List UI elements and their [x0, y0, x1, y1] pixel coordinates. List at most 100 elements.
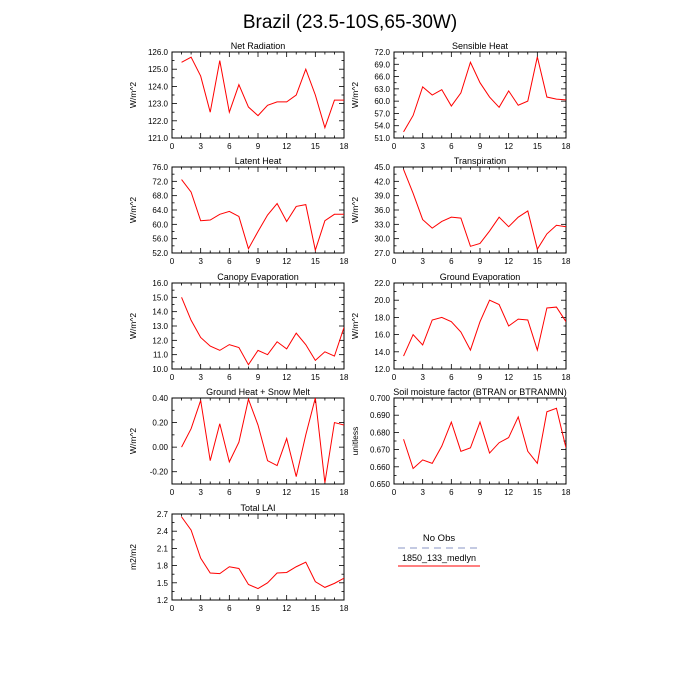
- y-tick-label: 76.0: [152, 163, 168, 172]
- x-tick-label: 18: [562, 488, 571, 497]
- y-axis-label: W/m^2: [350, 313, 360, 339]
- y-tick-label: 39.0: [374, 192, 390, 201]
- panel-soil-moisture-factor-btran-or-btranmn: Soil moisture factor (BTRAN or BTRANMN)0…: [350, 387, 571, 497]
- x-tick-label: 12: [282, 488, 291, 497]
- x-tick-label: 15: [311, 488, 320, 497]
- x-tick-label: 9: [256, 257, 261, 266]
- y-tick-label: 64.0: [152, 206, 168, 215]
- x-tick-label: 12: [504, 488, 513, 497]
- plot-frame: [393, 282, 567, 370]
- y-tick-label: 0.700: [370, 394, 391, 403]
- x-tick-label: 3: [420, 142, 425, 151]
- y-tick-label: 63.0: [374, 85, 390, 94]
- panel-title: Total LAI: [240, 503, 275, 513]
- x-tick-label: 9: [478, 488, 483, 497]
- y-tick-label: 124.0: [148, 82, 169, 91]
- series-line-1850-133-medlyn: [181, 56, 344, 130]
- panel-net-radiation: Net Radiation 0 3 6 9 12 15 18 121.0 122.0 123.0 12…: [128, 41, 349, 151]
- y-tick-label: 0.20: [152, 419, 168, 428]
- x-tick-label: 6: [449, 373, 454, 382]
- x-tick-label: 9: [256, 604, 261, 613]
- y-tick-label: 60.0: [374, 97, 390, 106]
- y-axis-label: m2/m2: [128, 544, 138, 570]
- x-tick-label: 12: [282, 142, 291, 151]
- y-tick-label: 69.0: [374, 60, 390, 69]
- y-tick-label: 54.0: [374, 122, 390, 131]
- x-tick-label: 15: [311, 257, 320, 266]
- panel-title: Ground Evaporation: [440, 272, 521, 282]
- x-tick-label: 9: [256, 373, 261, 382]
- x-tick-label: 6: [449, 488, 454, 497]
- x-tick-label: 0: [170, 604, 175, 613]
- y-tick-label: 2.1: [157, 544, 169, 553]
- panel-transpiration: Transpiration 0 3 6 9 12 15 18 27.0 30.0 33.0 36.0 3…: [350, 156, 571, 266]
- y-tick-label: 15.0: [152, 293, 168, 302]
- y-tick-label: 121.0: [148, 134, 169, 143]
- panel-title: Soil moisture factor (BTRAN or BTRANMN): [393, 387, 567, 397]
- x-tick-label: 6: [227, 142, 232, 151]
- y-tick-label: 11.0: [153, 351, 169, 360]
- x-tick-label: 0: [392, 142, 397, 151]
- panel-title: Sensible Heat: [452, 41, 509, 51]
- series-line-1850-133-medlyn: [181, 297, 344, 366]
- x-tick-label: 12: [504, 257, 513, 266]
- y-tick-label: 51.0: [374, 134, 390, 143]
- panel-title: Latent Heat: [235, 156, 282, 166]
- series-line-1850-133-medlyn: [181, 398, 344, 483]
- y-tick-label: 0.650: [370, 480, 391, 489]
- y-tick-label: 57.0: [374, 109, 390, 118]
- x-tick-label: 3: [198, 142, 203, 151]
- y-tick-label: 66.0: [374, 73, 390, 82]
- x-tick-label: 18: [340, 488, 349, 497]
- y-axis-label: W/m^2: [128, 82, 138, 108]
- x-tick-label: 6: [227, 373, 232, 382]
- x-tick-label: 15: [533, 142, 542, 151]
- y-tick-label: 126.0: [148, 48, 169, 57]
- x-tick-label: 3: [420, 373, 425, 382]
- series-line-1850-133-medlyn: [403, 169, 566, 251]
- y-tick-label: 16.0: [374, 331, 390, 340]
- y-tick-label: 14.0: [152, 308, 168, 317]
- y-tick-label: 18.0: [374, 313, 390, 322]
- legend: No Obs 1850_133_medlyn: [398, 533, 480, 567]
- x-tick-label: 18: [340, 373, 349, 382]
- y-tick-label: 16.0: [152, 279, 168, 288]
- x-tick-label: 9: [478, 142, 483, 151]
- y-tick-label: 2.7: [157, 510, 169, 519]
- series-line-1850-133-medlyn: [181, 516, 344, 590]
- panel-title: Transpiration: [454, 156, 506, 166]
- x-tick-label: 18: [562, 142, 571, 151]
- x-tick-label: 9: [478, 257, 483, 266]
- y-tick-label: 45.0: [374, 163, 390, 172]
- y-tick-label: 42.0: [374, 177, 390, 186]
- x-tick-label: 3: [198, 373, 203, 382]
- panel-ground-heat-snow-melt: Ground Heat + Snow Melt 0 3 6 9 12 15 18 -0.20 0.…: [128, 387, 349, 497]
- x-tick-label: 6: [449, 142, 454, 151]
- y-tick-label: 30.0: [374, 235, 390, 244]
- figure-title: Brazil (23.5-10S,65-30W): [243, 12, 457, 33]
- x-tick-label: 15: [533, 257, 542, 266]
- y-tick-label: 22.0: [374, 279, 390, 288]
- x-tick-label: 18: [340, 257, 349, 266]
- y-tick-label: 0.40: [152, 394, 168, 403]
- x-tick-label: 9: [256, 142, 261, 151]
- y-axis-label: W/m^2: [350, 82, 360, 108]
- series-line-1850-133-medlyn: [403, 299, 566, 357]
- y-tick-label: 0.690: [370, 411, 391, 420]
- x-tick-label: 6: [227, 257, 232, 266]
- x-tick-label: 12: [282, 373, 291, 382]
- plot-frame: [171, 397, 345, 485]
- x-tick-label: 12: [504, 142, 513, 151]
- x-tick-label: 0: [392, 488, 397, 497]
- panel-title: Canopy Evaporation: [217, 272, 299, 282]
- x-tick-label: 3: [420, 488, 425, 497]
- y-tick-label: 52.0: [152, 249, 168, 258]
- y-tick-label: 10.0: [152, 365, 168, 374]
- x-tick-label: 18: [340, 142, 349, 151]
- y-tick-label: 1.2: [157, 596, 169, 605]
- y-tick-label: 14.0: [374, 348, 390, 357]
- plot-frame: [393, 166, 567, 254]
- y-tick-label: 0.660: [370, 463, 391, 472]
- panel-sensible-heat: Sensible Heat 0 3 6 9 12 15 18 51.0 54.0 57.0 60.0 6…: [350, 41, 571, 151]
